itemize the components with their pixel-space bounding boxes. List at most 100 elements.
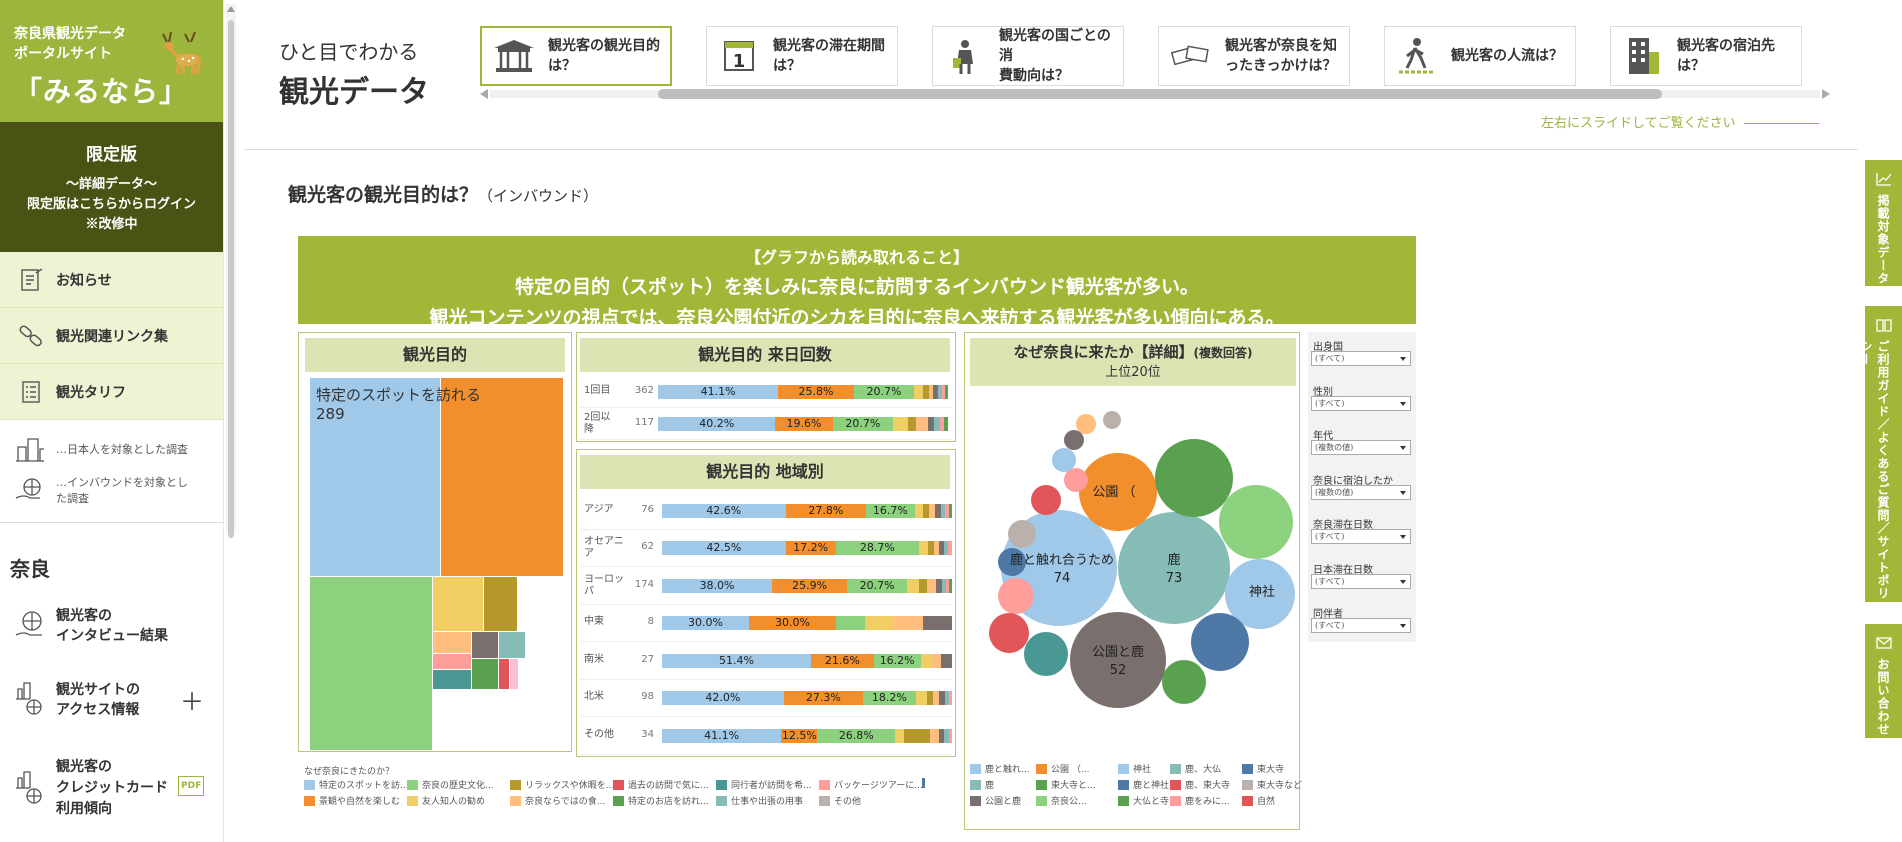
- bubble[interactable]: [998, 578, 1034, 614]
- bar-segment[interactable]: [918, 578, 928, 593]
- bar-segment[interactable]: [943, 541, 949, 556]
- treemap-cell[interactable]: [441, 378, 563, 576]
- bar-segment[interactable]: [658, 417, 776, 431]
- filter-select[interactable]: (すべて): [1311, 395, 1411, 411]
- bubble-chart[interactable]: 鹿と触れ合うため 74 鹿 73 公園と鹿 52 神社 公園 （: [964, 390, 1300, 720]
- bar-segment[interactable]: [785, 503, 867, 518]
- bar-segment[interactable]: [948, 503, 952, 518]
- legend-item[interactable]: 鹿、大仏: [1170, 762, 1221, 775]
- side-credit[interactable]: 観光客の クレジットカード 利用傾向 PDF: [0, 738, 223, 838]
- legend-item[interactable]: 過去の訪問で気に...: [613, 778, 709, 791]
- bubble[interactable]: [1079, 453, 1157, 531]
- bar-segment[interactable]: [907, 578, 919, 593]
- bar-segment[interactable]: [929, 728, 939, 743]
- bar-segment[interactable]: [928, 385, 934, 399]
- bar-segment[interactable]: [847, 578, 908, 593]
- bar-segment[interactable]: [944, 691, 950, 706]
- bar-segment[interactable]: [662, 616, 749, 631]
- legend-item[interactable]: 東大寺: [1242, 762, 1284, 775]
- bar-segment[interactable]: [662, 728, 782, 743]
- bubble[interactable]: [1076, 414, 1096, 434]
- legend-item[interactable]: 景観や自然を楽しむ: [304, 794, 400, 807]
- side-interview[interactable]: 観光客の インタビュー結果: [0, 590, 223, 660]
- treemap-cell[interactable]: [472, 632, 498, 658]
- bar-segment[interactable]: [836, 616, 865, 631]
- treemap-cell[interactable]: [433, 632, 471, 653]
- legend-item[interactable]: 奈良公...: [1036, 794, 1087, 807]
- bar-segment[interactable]: [945, 503, 949, 518]
- bar-segment[interactable]: [662, 653, 812, 668]
- bar-segment[interactable]: [944, 728, 949, 743]
- bar-segment[interactable]: [662, 691, 784, 706]
- bar-segment[interactable]: [946, 578, 950, 593]
- legend-item[interactable]: 大仏と寺: [1118, 794, 1169, 807]
- scroll-left-icon[interactable]: [480, 89, 488, 99]
- tab-contact[interactable]: お問い合わせ: [1865, 624, 1902, 738]
- bar-segment[interactable]: [873, 653, 921, 668]
- bar-segment[interactable]: [923, 503, 930, 518]
- card-flow[interactable]: 観光客の人流は？: [1384, 26, 1576, 86]
- bar-segment[interactable]: [929, 503, 935, 518]
- bar-segment[interactable]: [907, 417, 917, 431]
- legend-item[interactable]: 鹿: [970, 778, 994, 791]
- filter-select[interactable]: (すべて): [1311, 351, 1411, 366]
- legend-item[interactable]: 鹿をみに...: [1170, 794, 1230, 807]
- bar-segment[interactable]: [938, 728, 945, 743]
- bar-segment[interactable]: [941, 578, 947, 593]
- bar-segment[interactable]: [940, 653, 952, 668]
- bar-segment[interactable]: [778, 385, 854, 399]
- sub-inbound-survey[interactable]: …インバウンドを対象とし た調査: [0, 468, 223, 512]
- bar-segment[interactable]: [914, 385, 924, 399]
- filter-select[interactable]: (すべて): [1311, 618, 1411, 633]
- bar-segment[interactable]: [932, 653, 941, 668]
- legend-item[interactable]: 友人知人の勧め: [407, 794, 485, 807]
- carousel-scrollbar[interactable]: [480, 88, 1830, 100]
- legend-item[interactable]: リラックスや休暇を...: [510, 778, 614, 791]
- bar-segment[interactable]: [865, 616, 894, 631]
- bar-segment[interactable]: [903, 728, 930, 743]
- bubble[interactable]: [1219, 485, 1293, 559]
- bubble[interactable]: [1031, 485, 1061, 515]
- bar-segment[interactable]: [928, 417, 934, 431]
- bar-segment[interactable]: [662, 578, 773, 593]
- legend-item[interactable]: [922, 778, 929, 788]
- bar-segment[interactable]: [927, 541, 934, 556]
- bar-segment[interactable]: [933, 541, 940, 556]
- bar-segment[interactable]: [949, 578, 952, 593]
- treemap[interactable]: [310, 378, 563, 750]
- legend-item[interactable]: 奈良ならではの食...: [510, 794, 605, 807]
- nav-links[interactable]: 観光関連リンク集: [0, 308, 223, 364]
- treemap-cell[interactable]: [310, 577, 432, 750]
- bubble[interactable]: [1225, 559, 1295, 629]
- bar-segment[interactable]: [783, 691, 863, 706]
- bar-segment[interactable]: [933, 691, 939, 706]
- bar-segment[interactable]: [915, 691, 928, 706]
- bubble[interactable]: [989, 613, 1029, 653]
- treemap-cell[interactable]: [433, 670, 471, 689]
- treemap-cell[interactable]: [499, 659, 509, 689]
- treemap-cell[interactable]: [484, 577, 517, 631]
- bubble[interactable]: [1024, 632, 1068, 676]
- tab-data-targets[interactable]: 掲載対象データ: [1865, 160, 1902, 286]
- bar-segment[interactable]: [923, 385, 929, 399]
- legend-item[interactable]: 鹿と触れ...: [970, 762, 1030, 775]
- bar-segment[interactable]: [933, 417, 940, 431]
- bar-segment[interactable]: [658, 385, 779, 399]
- filter-select[interactable]: (複数の値): [1311, 440, 1411, 455]
- bar-segment[interactable]: [944, 417, 948, 431]
- bubble[interactable]: [1008, 520, 1036, 548]
- bar-segment[interactable]: [835, 541, 920, 556]
- bar-segment[interactable]: [948, 728, 952, 743]
- bar-segment[interactable]: [934, 503, 941, 518]
- bar-segment[interactable]: [919, 541, 928, 556]
- sidebar-scrollbar[interactable]: [226, 4, 236, 538]
- treemap-cell[interactable]: [472, 659, 498, 689]
- legend-item[interactable]: 仕事や出張の用事: [716, 794, 803, 807]
- bubble[interactable]: [1162, 660, 1206, 704]
- bubble[interactable]: [1064, 468, 1088, 492]
- filter-select[interactable]: (すべて): [1311, 529, 1411, 544]
- bar-segment[interactable]: [936, 578, 942, 593]
- legend-item[interactable]: 同行者が訪問を希...: [716, 778, 812, 791]
- treemap-cell[interactable]: [310, 378, 440, 576]
- bar-segment[interactable]: [894, 616, 923, 631]
